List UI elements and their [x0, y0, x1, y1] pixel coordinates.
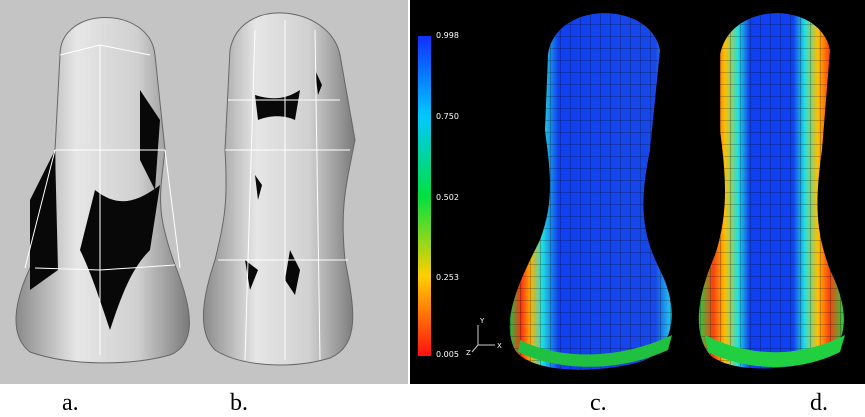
panel-label: b.	[230, 390, 248, 416]
axis-label: Y	[479, 317, 485, 325]
axis-label: X	[497, 342, 502, 350]
colorbar-label: 0.998	[436, 31, 459, 40]
figure: 0.998 0.750 0.502 0.253 0.005 Y Z X a. b…	[0, 0, 865, 417]
panel-label: a.	[62, 390, 79, 416]
axis-label: Z	[466, 349, 471, 357]
page: 0.998 0.750 0.502 0.253 0.005 Y Z X a. b…	[0, 0, 865, 417]
panel-label: c.	[590, 390, 607, 416]
colorbar-label: 0.005	[436, 350, 459, 359]
colorbar	[418, 36, 431, 356]
panel-label: d.	[810, 390, 828, 416]
colorbar-label: 0.750	[436, 112, 459, 121]
colorbar-label: 0.253	[436, 273, 459, 282]
colorbar-label: 0.502	[436, 193, 459, 202]
